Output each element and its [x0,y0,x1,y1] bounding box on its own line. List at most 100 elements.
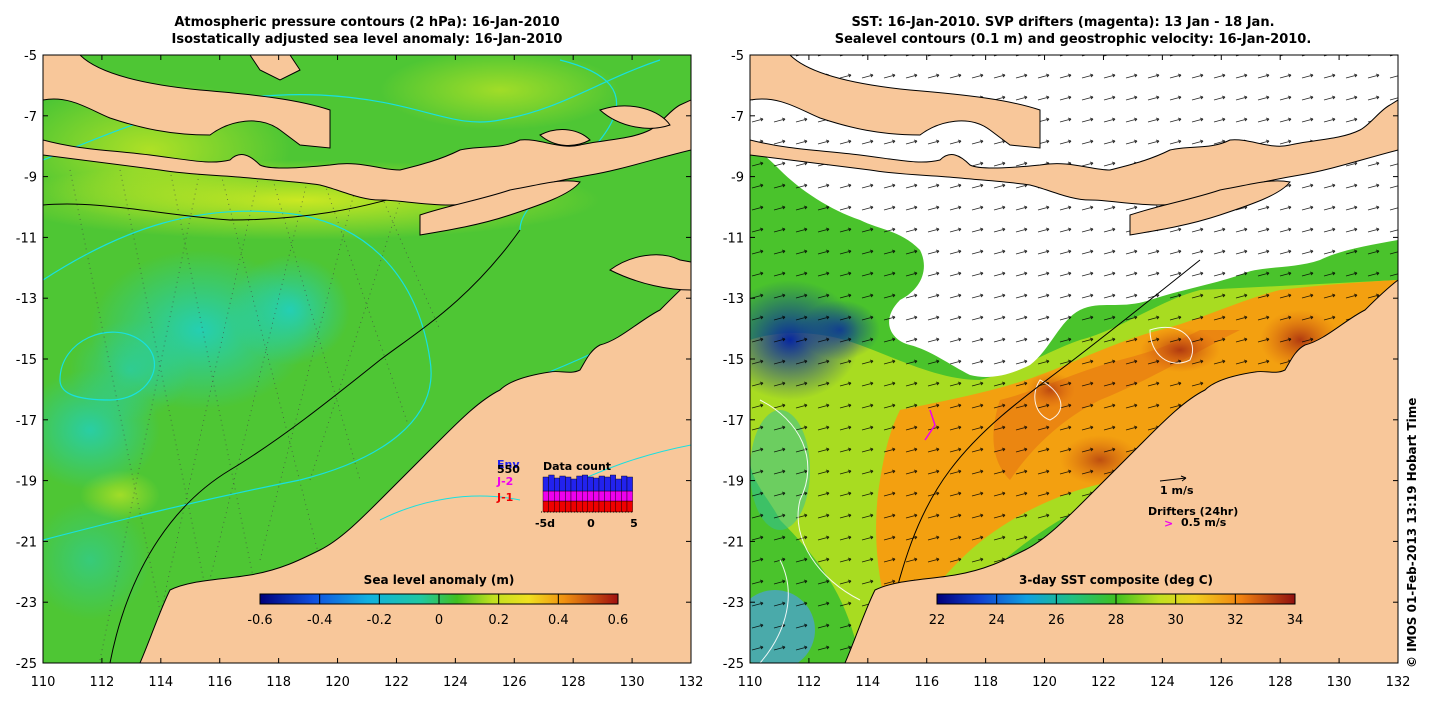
data-count-bar [626,490,633,502]
data-count-bar [598,500,605,513]
right-axis-xtick-label: 118 [973,675,998,690]
right-axis-xtick-label: 126 [1209,675,1234,690]
left-axis-xtick-label: 120 [325,675,350,690]
legend-env: Env [497,458,520,471]
data-count-bar [565,500,572,513]
left-map [43,55,691,663]
drifter-key-title: Drifters (24hr) [1148,505,1238,518]
right-axis-xtick-label: 124 [1150,675,1175,690]
velocity-key-label: 1 m/s [1160,484,1194,497]
right-axis-xtick-label: 130 [1327,675,1352,690]
left-title-line1: Atmospheric pressure contours (2 hPa): 1… [174,15,559,30]
data-count-xtick-1: 0 [587,517,595,530]
left-axis-xtick-label: 128 [561,675,586,690]
data-count-bar [621,490,628,502]
data-count-value: 550 [497,463,520,476]
land-australia [139,279,691,663]
left-axis-xtick-label: 124 [443,675,468,690]
left-axis-xtick-label: 116 [207,675,232,690]
right-colorbar-label: 3-day SST composite (deg C) [1019,573,1213,587]
data-count-bar [576,475,583,492]
data-count-bar [542,500,549,513]
data-count-bar [587,476,594,492]
right-axis-ytick-label: -5 [731,49,744,64]
colorbar-tick-label: 0.6 [608,613,629,628]
data-count-bar [621,500,628,513]
data-count-bar [565,490,572,502]
data-count-bar [542,490,549,502]
data-count-bar [576,490,583,502]
right-axis-ytick-label: -23 [723,596,744,611]
data-count-bar [548,474,555,492]
colorbar-tick-label: 0.2 [488,613,509,628]
left-axis-ytick-label: -21 [16,535,37,550]
right-axis-ytick-label: -17 [723,414,744,429]
right-title-line2: Sealevel contours (0.1 m) and geostrophi… [835,32,1312,47]
right-map [750,55,1398,663]
data-count-bar [559,500,566,513]
drifter-key-arrow-icon: > [1164,517,1173,530]
colorbar-tick-label: -0.2 [367,613,392,628]
data-count-bar [598,475,605,492]
right-colorbar-ticks: 22 24 26 28 30 32 34 [929,594,1304,628]
left-axis-ytick-label: -13 [16,292,37,307]
data-count-inset: Data count Env 550 J-2 J-1 -5d 0 5 [496,458,638,530]
left-axis-xtick-label: 112 [89,675,114,690]
data-count-bar [570,478,577,492]
data-count-bar [626,500,633,513]
drifter-track [924,409,936,441]
data-count-bar [587,490,594,502]
data-count-bar [565,476,572,492]
colorbar-tick-label: 22 [929,613,946,628]
left-axis-ytick-label: -5 [24,49,37,64]
data-count-bar [610,490,617,502]
data-count-bar [598,490,605,502]
data-count-bar [610,500,617,513]
left-axis-xtick-label: 110 [31,675,56,690]
left-axis-ytick-label: -17 [16,414,37,429]
left-axis-ytick-label: -9 [24,171,37,186]
legend-j2: J-2 [496,475,513,488]
left-axis-ytick-label: -15 [16,353,37,368]
left-axis-xtick-label: 132 [679,675,704,690]
colorbar-tick-label: 28 [1108,613,1125,628]
colorbar-tick-label: 0.4 [548,613,569,628]
data-count-bar [576,500,583,513]
velocity-key: 1 m/s Drifters (24hr) > 0.5 m/s [1148,475,1238,530]
data-count-bar [593,490,600,502]
data-count-bar [615,490,622,502]
colorbar-tick-label: 0 [435,613,443,628]
left-axis-ytick-label: -7 [24,110,37,125]
colorbar-tick-label: -0.6 [247,613,272,628]
colorbar-tick-label: -0.4 [307,613,332,628]
data-count-bar [542,476,549,492]
data-count-bar [548,500,555,513]
colorbar-tick-label: 30 [1167,613,1184,628]
right-axis-xtick-label: 110 [738,675,763,690]
left-axis-ytick-label: -23 [16,596,37,611]
colorbar-tick-label: 34 [1287,613,1304,628]
data-count-bar [548,490,555,502]
colorbar-tick-label: 26 [1048,613,1065,628]
right-axis-ytick-label: -15 [723,353,744,368]
colorbar-tick-label: 24 [988,613,1005,628]
data-count-bar [559,475,566,492]
data-count-bar [604,476,611,492]
data-count-bar [615,478,622,492]
left-axis-xtick-label: 126 [502,675,527,690]
data-count-bar [559,490,566,502]
land-java [43,55,331,149]
legend-j1: J-1 [496,491,513,504]
right-axis-ytick-label: -21 [723,535,744,550]
data-count-bar [593,500,600,513]
data-count-bar [582,490,589,502]
right-axis-xtick-label: 112 [796,675,821,690]
data-count-bar [604,500,611,513]
credit-text: © IMOS 01-Feb-2013 13:19 Hobart Time [1405,398,1419,668]
left-axis-ytick-label: -19 [16,475,37,490]
data-count-xtick-0: -5d [535,517,555,530]
data-count-bar [610,474,617,492]
right-title-line1: SST: 16-Jan-2010. SVP drifters (magenta)… [851,15,1274,30]
right-panel: SST: 16-Jan-2010. SVP drifters (magenta)… [749,15,1399,664]
data-count-bar [570,500,577,513]
